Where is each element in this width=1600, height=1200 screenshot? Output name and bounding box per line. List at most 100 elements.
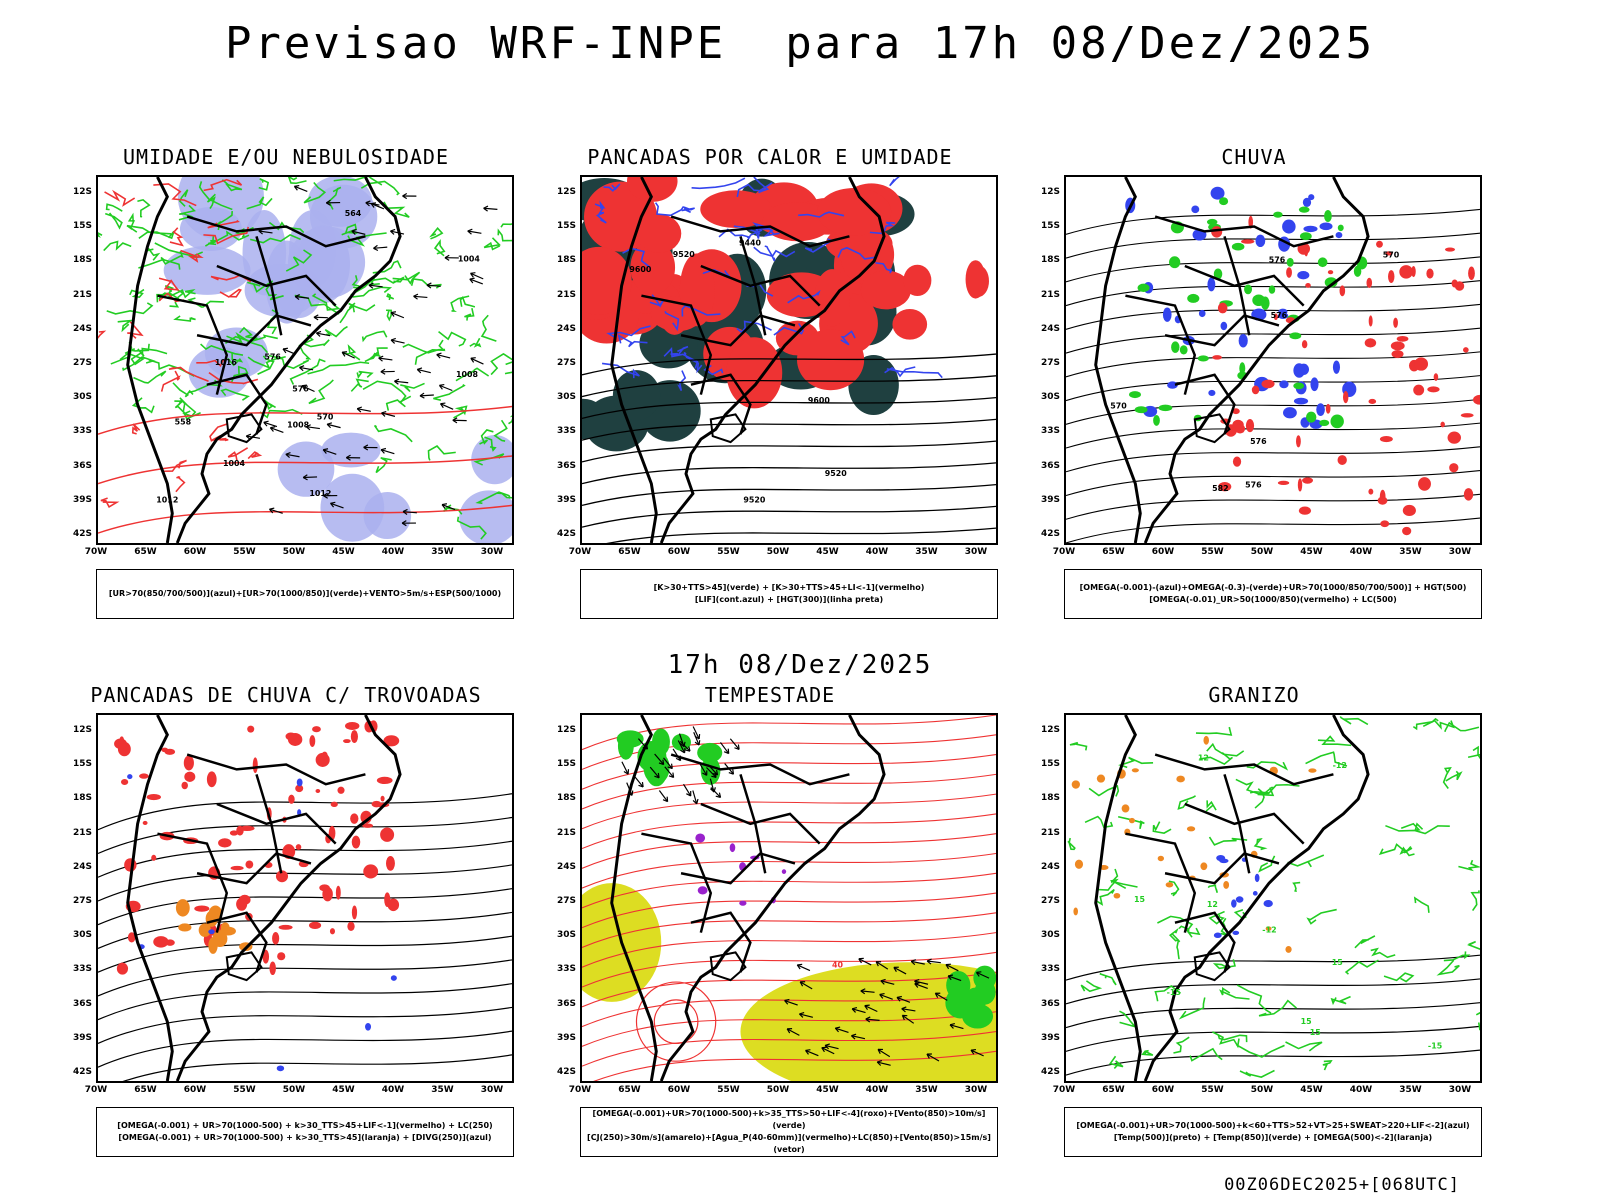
omega-orange-cell: [1223, 881, 1230, 889]
map-geography: [1094, 177, 1370, 543]
divergence-blue-cell: [127, 774, 133, 780]
panel-legend: [OMEGA(-0.001)-(azul)+OMEGA(-0.3)-(verde…: [1064, 569, 1482, 619]
wind-vector: [294, 185, 308, 192]
divergence-blue-cell: [365, 1022, 372, 1031]
omega-red-cell: [1339, 285, 1346, 297]
wind-vector: [879, 993, 893, 1000]
trovoada-orange-cell: [205, 910, 218, 927]
trovoada-orange-cell: [178, 923, 192, 932]
wind-vector: [911, 960, 925, 965]
omega-red-cell: [1399, 265, 1413, 279]
temp850-contours-line: [1285, 1041, 1323, 1052]
lif-contours-line: [681, 206, 695, 214]
wind-vector-head: [945, 963, 951, 970]
humidity-low-level-line: [230, 365, 249, 383]
wind-vector: [901, 1008, 916, 1012]
humidity-low-level-line: [173, 315, 196, 322]
lat-tick-label: 27S: [72, 358, 92, 368]
wind-vector-head: [821, 1046, 827, 1053]
wind-vector: [322, 449, 337, 455]
wind-vector-head: [824, 1043, 830, 1050]
wind-vector: [719, 742, 730, 754]
humidity-low-level-line: [127, 212, 138, 233]
lon-tick-label: 65W: [618, 1085, 641, 1095]
map-tempestade[interactable]: 40: [580, 713, 998, 1083]
lat-tick-label: 39S: [556, 1032, 576, 1043]
state-border: [186, 215, 366, 248]
lat-tick-label: 30S: [72, 392, 92, 403]
omega-red-cell: [1211, 226, 1223, 238]
omega-green-cell: [1268, 285, 1276, 294]
lon-tick-label: 70W: [1052, 547, 1076, 557]
omega-green-cell: [1319, 419, 1330, 426]
streamlines-850-line: [582, 1011, 996, 1047]
trovoada-red-cell: [312, 726, 321, 733]
temp850-contours-line: [1212, 959, 1236, 970]
wind-vectors: [245, 184, 498, 527]
granizo-blue-cell: [1254, 873, 1260, 883]
lon-tick-label: 30W: [964, 1085, 988, 1095]
wind-vector-head: [668, 772, 675, 779]
humidity-low-level-line: [303, 182, 327, 204]
omega-blue-cell: [1208, 389, 1216, 397]
map-chuva[interactable]: 576 582 576 570 576 576 570: [1064, 175, 1482, 545]
wind-vector-head: [402, 508, 408, 515]
humidity-low-level-line: [138, 258, 181, 270]
trovoada-red-cell: [295, 784, 304, 793]
main-title: Previsao WRF-INPE para 17h 08/Dez/2025: [224, 18, 1376, 69]
map-pancadas-calor[interactable]: 9600 9520 9440 9600 9520 9520: [580, 175, 998, 545]
humidity-low-level-ocean-line: [375, 457, 392, 474]
trovoada-orange: [175, 899, 253, 954]
wind-vector-head: [299, 365, 305, 372]
thickness-red-line: [104, 189, 136, 207]
state-border: [1154, 215, 1334, 248]
kttsli-area-ocean-cell: [892, 309, 928, 340]
humidity-low-level-line: [285, 249, 313, 272]
humidity-south-cell: [320, 473, 385, 542]
streamlines-line: [98, 911, 512, 949]
wind-vector-head: [483, 205, 489, 212]
omega-red-cell: [1385, 251, 1393, 256]
wind-vector-head: [858, 957, 864, 964]
hgt300-contours-line: [582, 375, 996, 398]
trovoada-red-cell: [245, 860, 254, 869]
cyclone-streamline: [653, 999, 699, 1045]
humidity-low-level-ocean-line: [455, 367, 490, 382]
state-border: [157, 294, 229, 395]
streamlines-850-line: [582, 971, 996, 1008]
omega-green-cell: [1286, 257, 1294, 267]
humidity-low-level-line: [103, 240, 132, 252]
lon-tick-label: 45W: [816, 1085, 839, 1095]
map-granizo[interactable]: 15 -12 -12 15 12 15 12 -15 15 -15: [1064, 713, 1482, 1083]
temp850-contours-line: [1154, 985, 1181, 1002]
humidity-south: [277, 432, 512, 543]
temp850-contours-line: [1400, 822, 1424, 831]
lat-tick-label: 33S: [1040, 426, 1060, 437]
omega-red-cell: [1402, 526, 1412, 536]
cyclone-streamline: [635, 981, 717, 1062]
wind-vector-head: [351, 229, 357, 235]
map-umidade[interactable]: 1004 1008 1012 1016 1012 1008 1004 576 570 576 564…: [96, 175, 514, 545]
wind-vector-head: [860, 988, 866, 995]
lat-tick-label: 42S: [1040, 529, 1060, 539]
wind-vector: [710, 787, 721, 798]
map-trovoadas[interactable]: [96, 713, 514, 1083]
lif-contours-line: [837, 246, 876, 260]
lon-tick-label: 70W: [568, 1085, 592, 1095]
humidity-low-level-line: [298, 334, 314, 360]
contour-label: 9600: [629, 265, 652, 274]
lon-tick-label: 55W: [233, 547, 256, 557]
omega-red-cell: [1413, 384, 1425, 396]
omega-green-cell: [1252, 294, 1266, 307]
temp850-contours-line: [1467, 745, 1480, 760]
storm-purple-cell: [697, 886, 708, 895]
wind-vector: [679, 740, 691, 752]
omega-red-cell: [1235, 424, 1246, 434]
wind-vector-head: [914, 978, 920, 985]
wind-vector-head: [877, 1048, 883, 1055]
lat-tick-label: 27S: [556, 896, 576, 906]
temp850-contours-line: [1475, 1011, 1480, 1016]
humidity-low-level-line: [166, 289, 196, 299]
lon-tick-label: 45W: [332, 1085, 355, 1095]
humidity-low-level-line: [247, 355, 286, 370]
